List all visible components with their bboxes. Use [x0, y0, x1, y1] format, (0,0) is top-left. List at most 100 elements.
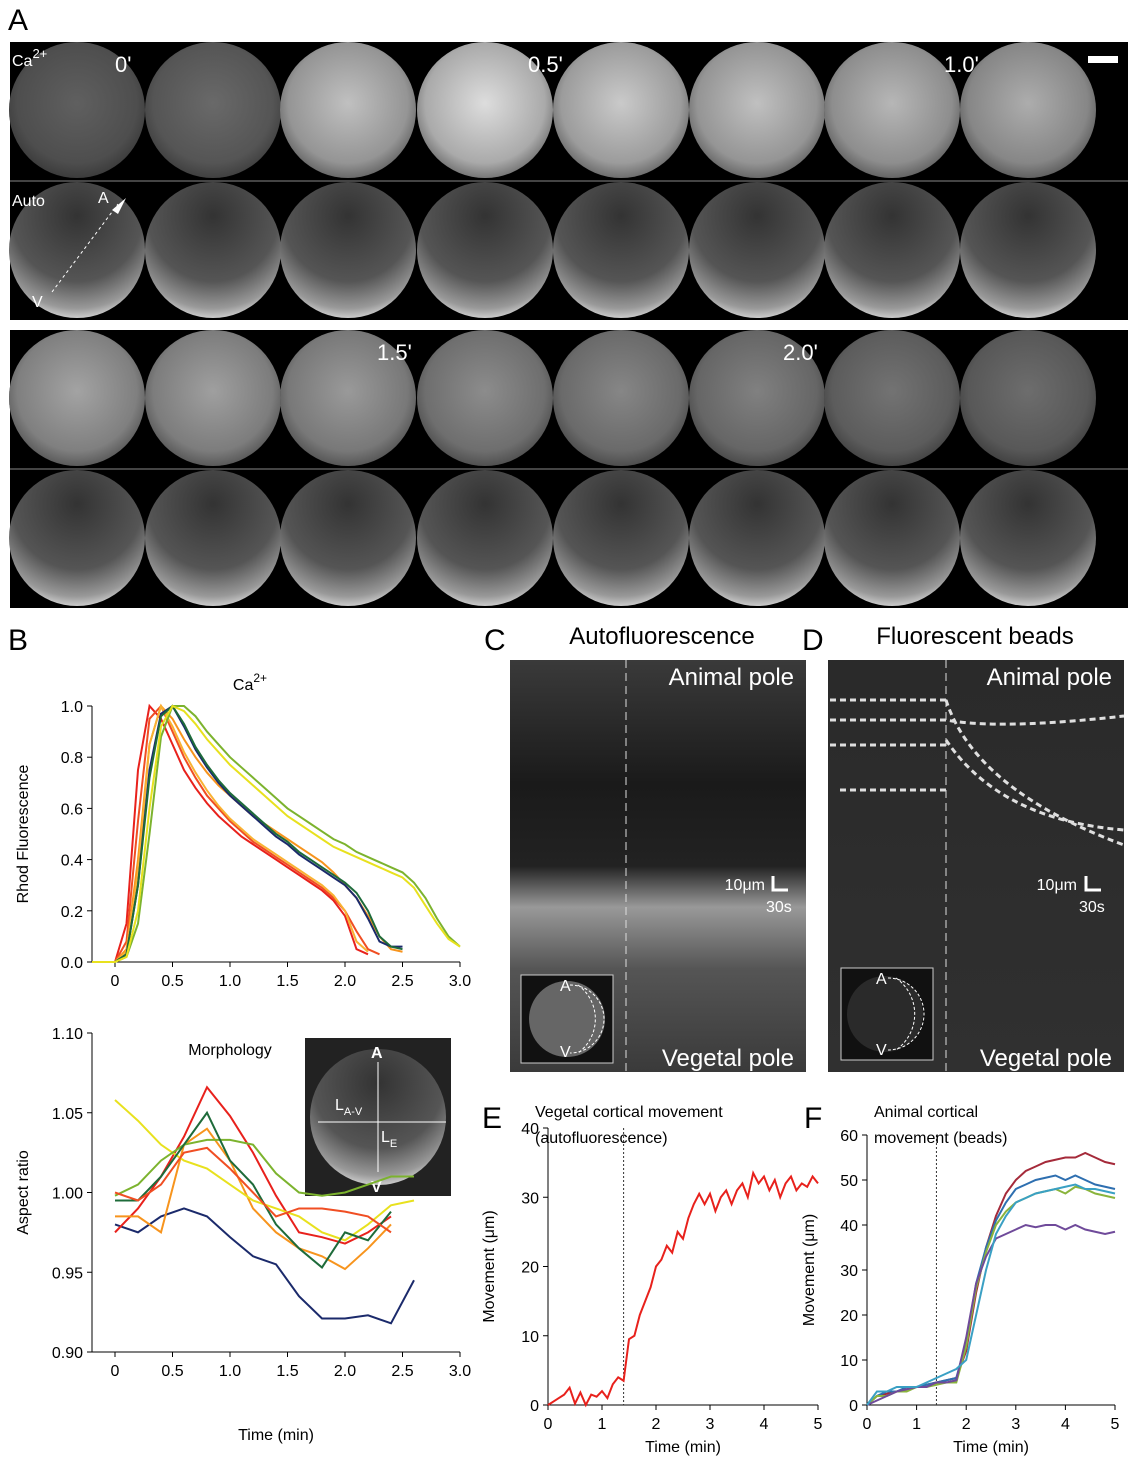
label-part: L [335, 1097, 344, 1114]
embryo-image [960, 42, 1096, 178]
embryo-image [824, 470, 960, 606]
y-tick-label: 40 [840, 1218, 858, 1235]
label-part: E [390, 1138, 397, 1150]
y-tick-label: 10 [521, 1329, 539, 1346]
y-axis-label: Aspect ratio [15, 1150, 32, 1235]
chart-title: movement (beads) [874, 1130, 1007, 1147]
embryo-image [824, 42, 960, 178]
panel-label: B [8, 624, 28, 657]
embryo-image [417, 182, 553, 318]
panel-label: C [484, 624, 506, 657]
x-axis-label: Time (min) [953, 1439, 1029, 1456]
axis-label: V [32, 294, 43, 311]
y-tick-label: 1.00 [52, 1186, 83, 1203]
embryo-image [824, 330, 960, 466]
inset-label: A [371, 1045, 383, 1062]
y-tick-label: 1.0 [61, 699, 83, 716]
chart-title: Ca2+ [233, 671, 267, 694]
chart-title: Morphology [188, 1042, 272, 1059]
embryo-image [417, 330, 553, 466]
x-tick-label: 5 [814, 1416, 823, 1433]
embryo-image [689, 42, 825, 178]
title-part: Ca [233, 677, 254, 694]
scale-label: 10μm [725, 877, 765, 894]
chart-title: Animal cortical [874, 1104, 978, 1121]
row-label: Auto [12, 193, 45, 210]
pole-label: Animal pole [987, 664, 1112, 691]
y-axis-label: Movement (μm) [801, 1214, 818, 1326]
inset-label: V [560, 1044, 571, 1061]
scale-label: 30s [766, 899, 792, 916]
label-part: L [381, 1129, 390, 1146]
y-tick-label: 1.10 [52, 1026, 83, 1043]
scale-label: 10μm [1037, 877, 1077, 894]
y-axis-label: Movement (μm) [481, 1210, 498, 1322]
scale-bar [1088, 56, 1118, 63]
y-tick-label: 0 [849, 1398, 858, 1415]
x-tick-label: 2 [962, 1416, 971, 1433]
x-tick-label: 1 [598, 1416, 607, 1433]
pole-label: Vegetal pole [662, 1045, 794, 1072]
time-label: 0.5' [528, 52, 563, 77]
panel-title: Fluorescent beads [876, 623, 1073, 650]
chart-title: (autofluorescence) [535, 1130, 668, 1147]
data-line [867, 1176, 1115, 1406]
y-tick-label: 30 [840, 1263, 858, 1280]
x-axis-label: Time (min) [238, 1427, 314, 1444]
time-label: 0' [115, 52, 131, 77]
embryo-image [553, 330, 689, 466]
embryo-image [145, 42, 281, 178]
data-line [867, 1153, 1115, 1405]
pole-label: Animal pole [669, 664, 794, 691]
time-label: 1.5' [377, 340, 412, 365]
embryo-image [280, 182, 416, 318]
inset-label: V [876, 1042, 887, 1059]
x-tick-label: 1.0 [219, 1363, 241, 1380]
y-tick-label: 0.6 [61, 801, 83, 818]
y-tick-label: 0 [530, 1398, 539, 1415]
y-tick-label: 20 [521, 1260, 539, 1277]
time-label: 1.0' [944, 52, 979, 77]
y-tick-label: 0.8 [61, 750, 83, 767]
embryo-image [280, 470, 416, 606]
x-tick-label: 0.5 [161, 1363, 183, 1380]
x-tick-label: 3.0 [449, 973, 471, 990]
chart-title: Vegetal cortical movement [535, 1104, 723, 1121]
embryo-image [553, 182, 689, 318]
panel-label: E [482, 1102, 502, 1135]
x-tick-label: 2.0 [334, 973, 356, 990]
data-line [867, 1185, 1115, 1406]
x-tick-label: 0 [863, 1416, 872, 1433]
x-tick-label: 0 [111, 1363, 120, 1380]
embryo-image [145, 470, 281, 606]
x-tick-label: 5 [1111, 1416, 1120, 1433]
x-tick-label: 2 [652, 1416, 661, 1433]
embryo-image [145, 330, 281, 466]
chart: 0102030405060012345Animal corticalmoveme… [801, 1104, 1120, 1456]
axis-label: A [98, 190, 109, 207]
panel-label: F [804, 1102, 822, 1135]
embryo-image [9, 470, 145, 606]
y-tick-label: 0.2 [61, 904, 83, 921]
data-line [115, 1208, 414, 1323]
x-tick-label: 3 [706, 1416, 715, 1433]
inset-label: A [876, 971, 887, 988]
scale-label: 30s [1079, 899, 1105, 916]
label-part: A-V [344, 1106, 363, 1118]
embryo-image [145, 182, 281, 318]
x-tick-label: 4 [1061, 1416, 1070, 1433]
embryo-image [417, 470, 553, 606]
x-tick-label: 2.5 [391, 973, 413, 990]
embryo-image [960, 330, 1096, 466]
y-tick-label: 30 [521, 1190, 539, 1207]
y-tick-label: 60 [840, 1128, 858, 1145]
x-tick-label: 0 [111, 973, 120, 990]
y-tick-label: 0.4 [61, 853, 83, 870]
x-tick-label: 4 [760, 1416, 769, 1433]
x-tick-label: 1.5 [276, 973, 298, 990]
embryo-image [689, 182, 825, 318]
x-tick-label: 0.5 [161, 973, 183, 990]
x-tick-label: 0 [544, 1416, 553, 1433]
embryo-image [553, 42, 689, 178]
